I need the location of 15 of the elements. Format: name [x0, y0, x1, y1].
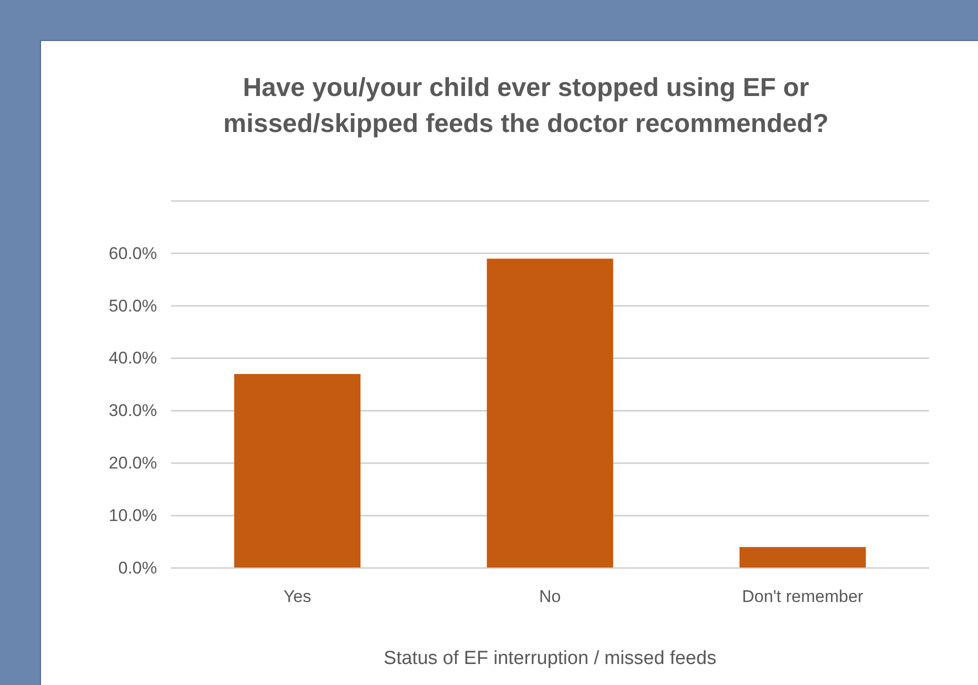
y-tick-label: 60.0%	[108, 244, 157, 263]
y-tick-label: 0.0%	[118, 558, 157, 578]
y-tick-label: 10.0%	[108, 506, 157, 526]
y-tick-label: 50.0%	[108, 296, 157, 316]
bar	[740, 547, 866, 568]
y-tick-label: 20.0%	[108, 454, 157, 473]
y-tick-label: 40.0%	[108, 348, 157, 368]
bar	[486, 258, 614, 568]
x-axis-title: Status of EF interruption / missed feeds	[384, 648, 716, 669]
x-tick-label: Yes	[283, 587, 312, 606]
bar	[234, 374, 360, 568]
chart-title: Have you/your child ever stopped using EF or missed/skipped feeds the doctor recommended?	[223, 72, 829, 138]
y-tick-label: 30.0%	[108, 401, 157, 420]
x-tick-label: No	[539, 587, 561, 606]
x-tick-label: Don't remember	[742, 587, 864, 606]
